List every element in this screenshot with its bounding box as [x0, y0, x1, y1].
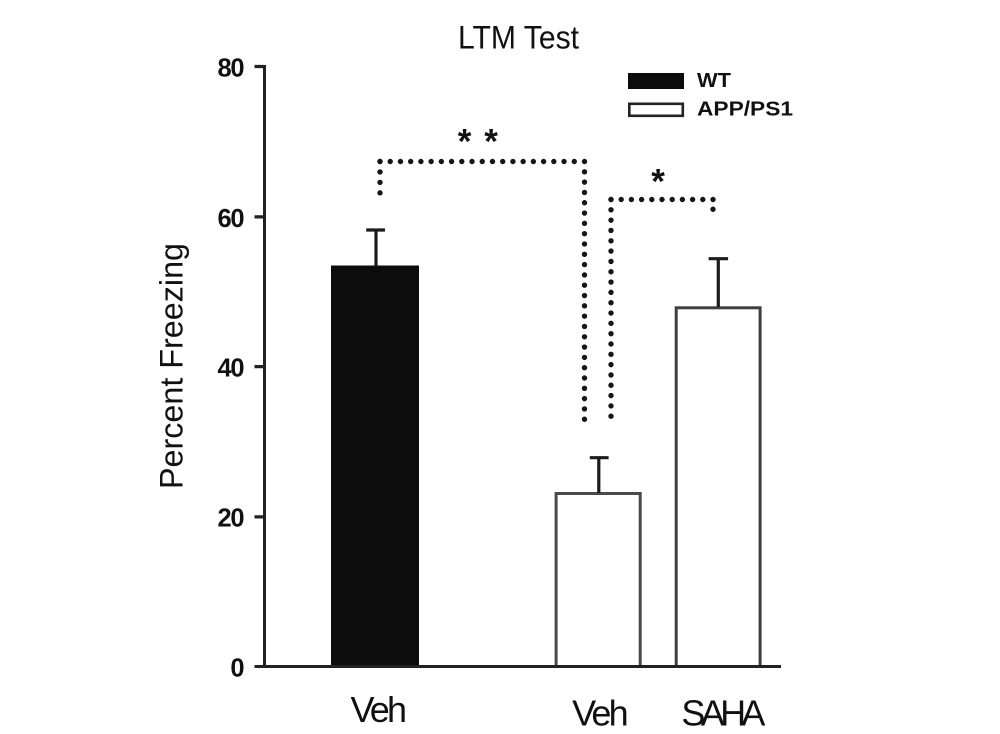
svg-text:80: 80 [218, 54, 245, 82]
svg-text:0: 0 [230, 655, 244, 683]
svg-text:Veh: Veh [572, 693, 629, 734]
svg-text:60: 60 [218, 205, 245, 233]
svg-text:Percent Freezing: Percent Freezing [154, 243, 190, 489]
svg-text:APP/PS1: APP/PS1 [697, 98, 793, 121]
svg-text:Veh: Veh [351, 689, 408, 730]
svg-text:*: * [651, 163, 665, 202]
svg-text:SAHA: SAHA [681, 693, 765, 734]
svg-text:*: * [458, 123, 472, 162]
svg-text:LTM Test: LTM Test [458, 19, 579, 55]
svg-text:WT: WT [697, 69, 732, 92]
svg-text:20: 20 [218, 505, 245, 533]
svg-text:*: * [484, 123, 498, 162]
svg-text:40: 40 [218, 354, 245, 382]
